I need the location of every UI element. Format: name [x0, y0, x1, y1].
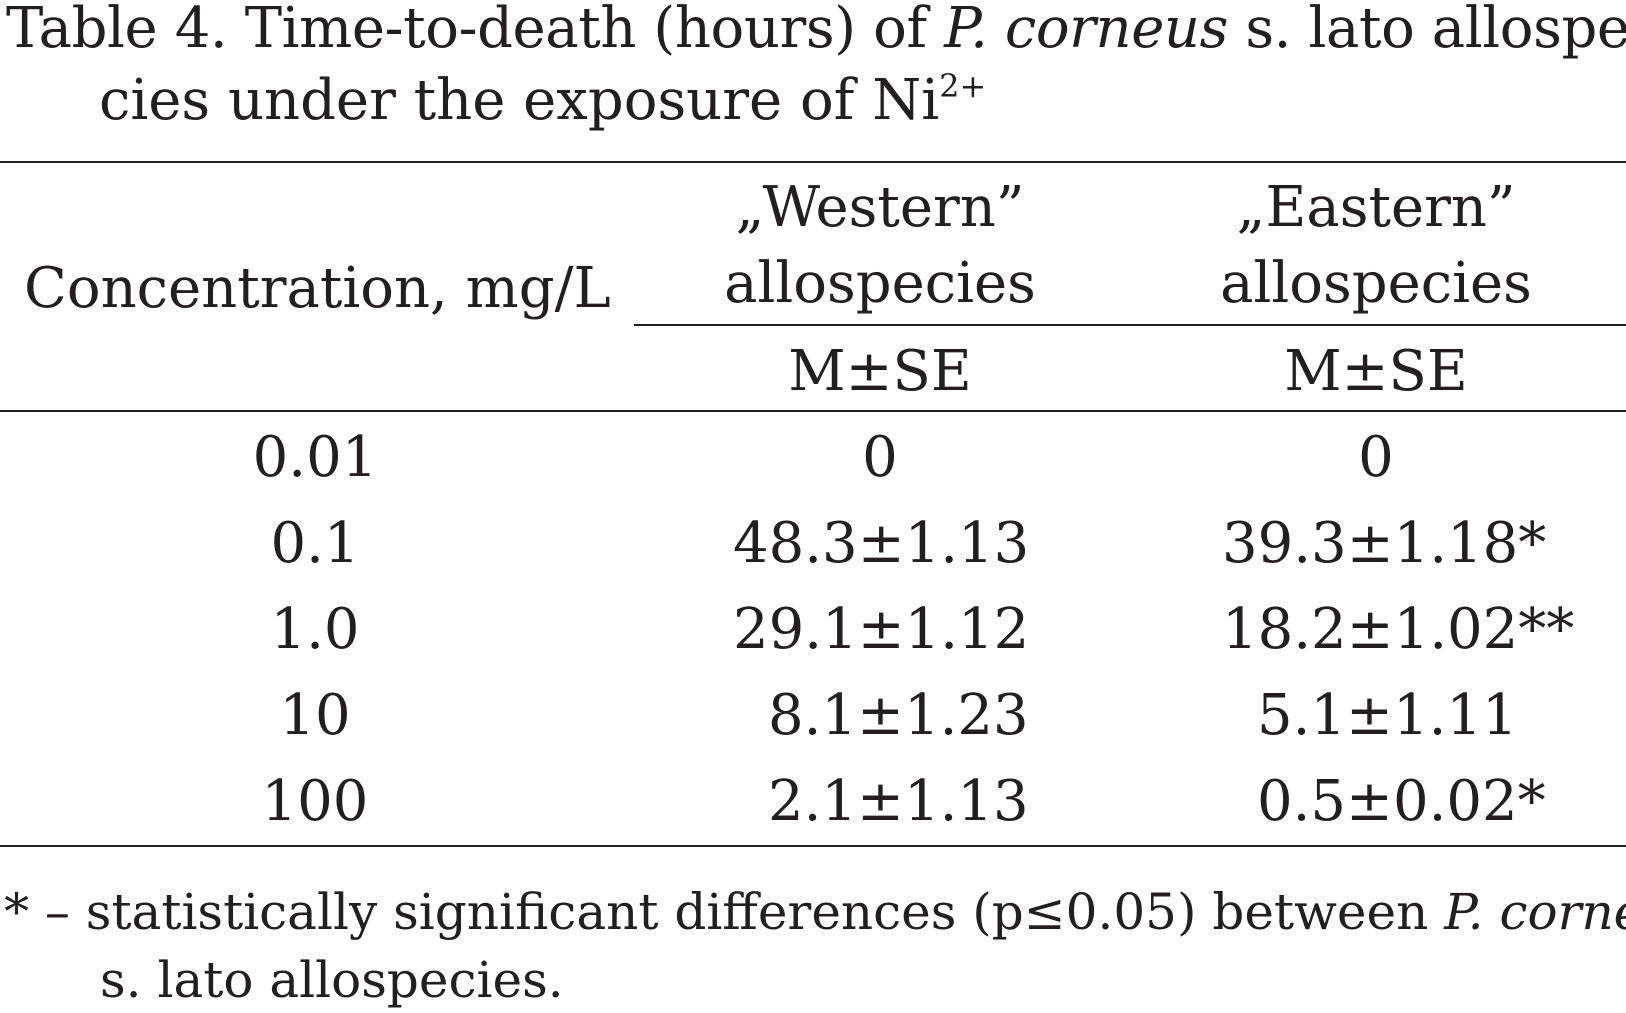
row-concentration: 0.01	[252, 425, 378, 490]
caption-species: P. corneus	[944, 0, 1228, 61]
row-concentration: 10	[279, 683, 351, 748]
bottom-rule	[0, 845, 1626, 847]
header-western-line1: „Western”	[735, 175, 1025, 240]
header-western-stat: M±SE	[788, 339, 972, 404]
header-concentration: Concentration, mg/L	[24, 256, 611, 321]
header-western-line2: allospecies	[724, 251, 1036, 316]
top-rule	[0, 161, 1626, 163]
caption-line2-text: cies under the exposure of Ni	[99, 68, 940, 133]
header-bottom-rule	[0, 410, 1626, 412]
row-western-value: 8.1±1.23	[768, 683, 1029, 748]
header-eastern-stat: M±SE	[1284, 339, 1468, 404]
row-western-value: 29.1±1.12	[733, 597, 1030, 662]
caption-line-1: Table 4. Time-to-death (hours) of P. cor…	[6, 0, 1626, 66]
row-western-value: 0	[862, 425, 898, 490]
row-western-value: 2.1±1.13	[768, 769, 1029, 834]
footnote-line-1: * – statistically significant difference…	[4, 880, 1626, 944]
caption-line-2: cies under the exposure of Ni2+	[99, 64, 986, 138]
row-eastern-value: 5.1±1.11	[1257, 683, 1518, 748]
row-western-value: 48.3±1.13	[733, 511, 1030, 576]
row-eastern-value: 18.2±1.02**	[1222, 597, 1575, 662]
footnote-prefix: * – statistically significant difference…	[4, 883, 1445, 941]
row-concentration: 1.0	[270, 597, 360, 662]
caption-superscript: 2+	[939, 67, 987, 105]
row-concentration: 100	[261, 769, 369, 834]
row-concentration: 0.1	[270, 511, 360, 576]
caption-prefix: Table 4. Time-to-death (hours) of	[6, 0, 945, 61]
table-footnote: * – statistically significant difference…	[4, 880, 1626, 1009]
row-eastern-value: 0.5±0.02*	[1257, 769, 1546, 834]
header-eastern-line2: allospecies	[1220, 251, 1532, 316]
header-eastern-line1: „Eastern”	[1236, 175, 1516, 240]
row-eastern-value: 39.3±1.18*	[1222, 511, 1547, 576]
footnote-species: P. corneus	[1444, 883, 1626, 941]
header-sub-rule	[634, 324, 1626, 326]
footnote-line-2: s. lato allospecies.	[100, 951, 564, 1009]
row-eastern-value: 0	[1358, 425, 1394, 490]
caption-suffix: s. lato allospe-	[1227, 0, 1626, 61]
